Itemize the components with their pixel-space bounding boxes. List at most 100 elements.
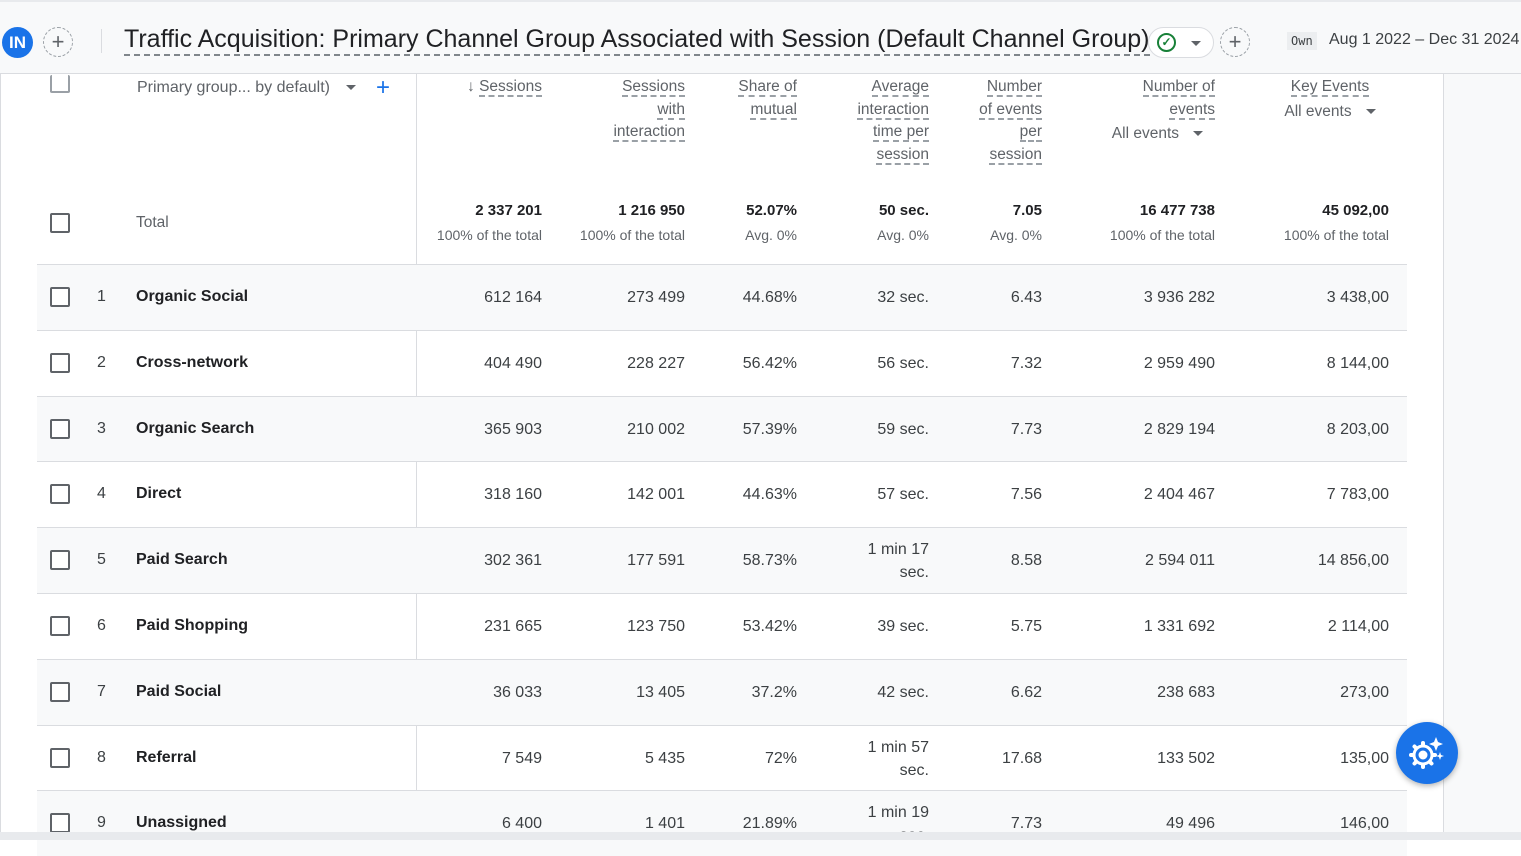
event-filter-dropdown[interactable]: All events bbox=[1065, 123, 1203, 146]
table-cell: 7 783,00 bbox=[1326, 486, 1389, 504]
table-cell: 123 750 bbox=[627, 618, 685, 635]
column-header[interactable]: Average interaction time per session bbox=[809, 76, 929, 166]
table-cell: 2 404 467 bbox=[1143, 486, 1215, 504]
table-cell: 6.62 bbox=[1010, 683, 1042, 701]
total-value: 2 337 201 bbox=[475, 202, 542, 219]
page-title[interactable]: Traffic Acquisition: Primary Channel Gro… bbox=[124, 24, 1150, 56]
channel-name[interactable]: Unassigned bbox=[136, 814, 227, 832]
row-checkbox[interactable] bbox=[50, 287, 70, 307]
row-checkbox[interactable] bbox=[50, 418, 70, 439]
table-cell: 3 438,00 bbox=[1326, 289, 1389, 306]
event-filter-dropdown[interactable]: All events bbox=[1250, 101, 1410, 124]
total-value: 16 477 738 bbox=[1139, 202, 1215, 219]
row-checkbox[interactable] bbox=[50, 484, 70, 505]
row-checkbox[interactable] bbox=[50, 747, 70, 768]
table-cell: 57.39% bbox=[742, 420, 797, 438]
total-sub: 100% of the total bbox=[1283, 227, 1389, 243]
total-sub: Avg. 0% bbox=[990, 227, 1042, 243]
channel-name[interactable]: Paid Shopping bbox=[136, 617, 248, 634]
row-number: 3 bbox=[97, 419, 106, 437]
table-cell: 6 400 bbox=[501, 815, 542, 833]
add-dimension-button[interactable]: + bbox=[376, 74, 391, 101]
table-cell: 273,00 bbox=[1340, 683, 1389, 701]
column-header-label: interaction bbox=[857, 100, 929, 120]
column-header-label: per bbox=[1019, 123, 1042, 142]
status-dropdown[interactable]: ✓ bbox=[1148, 27, 1214, 58]
column-header[interactable]: Number of events per session bbox=[942, 76, 1042, 166]
add-button[interactable]: + bbox=[1220, 27, 1250, 57]
table-row[interactable]: 1 Organic Social 612 164 273 499 44.68% 32 se… bbox=[37, 264, 1407, 330]
row-number: 7 bbox=[97, 682, 106, 700]
divider bbox=[0, 74, 1, 834]
column-header[interactable]: Number of events All events bbox=[1065, 76, 1215, 146]
channel-name[interactable]: Referral bbox=[136, 748, 197, 766]
table-row[interactable]: 4 Direct 318 160 142 001 44.63% 57 sec. 7.56 2 … bbox=[37, 461, 1407, 527]
total-value: 52.07% bbox=[746, 202, 797, 219]
column-header[interactable]: Share of mutual bbox=[697, 76, 797, 121]
table-cell: 612 164 bbox=[484, 289, 542, 306]
table-row[interactable]: 8 Referral 7 549 5 435 72% 1 min 57 sec. 17.68… bbox=[37, 724, 1407, 791]
total-value: 7.05 bbox=[1012, 202, 1042, 219]
table-cell: 177 591 bbox=[627, 552, 685, 570]
row-number: 8 bbox=[97, 748, 106, 766]
table-cell: 53.42% bbox=[742, 618, 797, 635]
table-cell: 7.73 bbox=[1010, 815, 1042, 833]
insights-button[interactable] bbox=[1396, 722, 1458, 784]
column-header[interactable]: Sessions with interaction bbox=[555, 76, 685, 144]
select-all-checkbox[interactable] bbox=[50, 75, 70, 93]
table-row[interactable]: 7 Paid Social 36 033 13 405 37.2% 42 sec. 6.62… bbox=[37, 658, 1407, 725]
column-header[interactable]: Key Events All events bbox=[1250, 76, 1410, 123]
channel-name[interactable]: Organic Social bbox=[136, 288, 249, 305]
comparison-avatar[interactable]: IN bbox=[2, 27, 33, 58]
table-cell: 142 001 bbox=[627, 486, 685, 504]
row-checkbox[interactable] bbox=[50, 550, 70, 571]
row-checkbox[interactable] bbox=[50, 681, 70, 702]
table-cell: 2 114,00 bbox=[1327, 618, 1389, 635]
horizontal-scrollbar[interactable] bbox=[0, 832, 1521, 840]
table-cell: 8 203,00 bbox=[1326, 420, 1389, 438]
table-cell: 133 502 bbox=[1157, 749, 1215, 767]
row-number: 9 bbox=[97, 814, 106, 832]
row-checkbox[interactable] bbox=[50, 616, 70, 636]
column-header[interactable]: ↓ Sessions bbox=[417, 76, 542, 99]
add-comparison-button[interactable]: + bbox=[43, 27, 73, 57]
table-cell: 57 sec. bbox=[877, 486, 929, 504]
channel-name[interactable]: Paid Social bbox=[136, 682, 222, 700]
channel-name[interactable]: Organic Search bbox=[136, 419, 255, 437]
table-cell: 37.2% bbox=[751, 683, 797, 701]
row-checkbox[interactable] bbox=[50, 352, 70, 373]
total-cell: 2 337 201 100% of the total bbox=[372, 202, 542, 243]
column-header-label: session bbox=[989, 145, 1042, 165]
sort-arrow-icon[interactable]: ↓ bbox=[467, 78, 480, 95]
chevron-down-icon bbox=[1191, 41, 1201, 46]
table-cell: 44.68% bbox=[742, 289, 797, 306]
total-sub: Avg. 0% bbox=[877, 227, 929, 243]
table-cell: 8.58 bbox=[1010, 552, 1042, 570]
row-number: 2 bbox=[97, 353, 106, 371]
total-cell: 1 216 950 100% of the total bbox=[515, 202, 685, 243]
table-row[interactable]: 5 Paid Search 302 361 177 591 58.73% 1 min 17… bbox=[37, 527, 1407, 594]
row-checkbox[interactable] bbox=[50, 813, 70, 834]
table-cell: 5 435 bbox=[644, 749, 685, 767]
channel-name[interactable]: Cross-network bbox=[136, 353, 249, 371]
column-header-label: Share of bbox=[738, 78, 797, 97]
date-range[interactable]: Aug 1 2022 – Dec 31 2024 bbox=[1329, 31, 1520, 48]
table-row[interactable]: 2 Cross-network 404 490 228 227 56.42% 56 sec… bbox=[37, 329, 1407, 396]
table-cell: 1 401 bbox=[644, 815, 685, 833]
table-cell: 36 033 bbox=[493, 683, 542, 701]
table-cell: 49 496 bbox=[1166, 815, 1215, 833]
table-row[interactable]: 3 Organic Search 365 903 210 002 57.39% 59 se… bbox=[37, 395, 1407, 462]
row-number: 4 bbox=[97, 485, 106, 503]
channel-name[interactable]: Paid Search bbox=[136, 551, 228, 569]
table-cell: 58.73% bbox=[742, 552, 797, 570]
chevron-down-icon bbox=[1193, 131, 1203, 137]
row-checkbox[interactable] bbox=[50, 213, 70, 233]
dimension-selector[interactable]: Primary group... by default) bbox=[137, 79, 357, 97]
table-row[interactable]: 6 Paid Shopping 231 665 123 750 53.42% 39 sec… bbox=[37, 593, 1407, 659]
divider bbox=[101, 29, 102, 53]
table-cell: 44.63% bbox=[742, 486, 797, 504]
channel-name[interactable]: Direct bbox=[136, 485, 182, 503]
table-cell: 3 936 282 bbox=[1143, 289, 1215, 306]
report-header: IN + Traffic Acquisition: Primary Channe… bbox=[0, 0, 1521, 74]
